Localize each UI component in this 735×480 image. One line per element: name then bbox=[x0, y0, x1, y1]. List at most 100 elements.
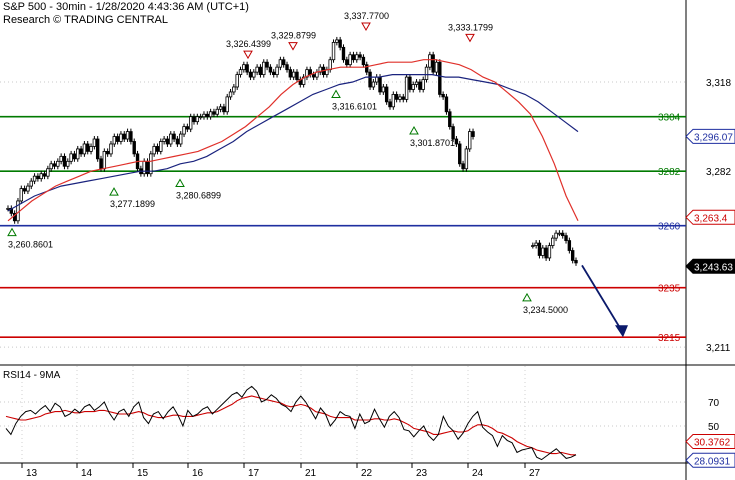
price-bar-body bbox=[66, 160, 70, 167]
price-bar-body bbox=[245, 64, 249, 73]
key-level-label: 3304 bbox=[658, 113, 681, 124]
price-bar-body bbox=[52, 163, 57, 167]
price-bar-body bbox=[29, 180, 33, 187]
price-bar-body bbox=[82, 143, 87, 155]
key-level-label: 3260 bbox=[658, 222, 681, 233]
price-bar-body bbox=[16, 200, 20, 222]
price-bar-body bbox=[551, 237, 555, 246]
price-tag-box bbox=[685, 209, 735, 225]
price-bar-body bbox=[388, 101, 392, 108]
price-bar-body bbox=[169, 133, 173, 145]
price-bar-body bbox=[192, 116, 196, 123]
price-bar-body bbox=[72, 153, 77, 160]
price-bar-body bbox=[345, 59, 349, 66]
pivot-low-label: 3,277.1899 bbox=[110, 199, 155, 209]
price-bar-body bbox=[408, 76, 412, 90]
price-bar-body bbox=[358, 54, 362, 58]
pivot-high-label: 3,333.1799 bbox=[448, 22, 493, 32]
rsi-tick-label: 70 bbox=[708, 398, 720, 409]
price-bar-body bbox=[461, 163, 465, 170]
price-bar-body bbox=[537, 242, 542, 256]
price-bar-body bbox=[448, 111, 452, 128]
price-bar-body bbox=[26, 185, 30, 192]
price-bar-body bbox=[365, 64, 369, 73]
chart-title: S&P 500 - 30min - 1/28/2020 4:43:36 AM (… bbox=[3, 1, 249, 13]
price-bar-body bbox=[574, 260, 578, 264]
price-tag-label: 3,243.63 bbox=[694, 262, 733, 273]
price-bar-body bbox=[411, 84, 415, 90]
price-bar-body bbox=[451, 126, 455, 140]
price-bar-body bbox=[378, 76, 382, 93]
price-bar-body bbox=[288, 69, 293, 78]
time-tick-label: 13 bbox=[26, 468, 38, 479]
price-bar-body bbox=[394, 94, 399, 100]
rsi-title: RSI14 - 9MA bbox=[3, 370, 61, 381]
key-level-label: 3215 bbox=[658, 333, 681, 344]
price-bar-body bbox=[438, 61, 442, 95]
price-bar-body bbox=[318, 66, 322, 73]
price-bar-body bbox=[198, 116, 203, 119]
price-bar-body bbox=[152, 146, 156, 155]
price-bar-body bbox=[301, 76, 306, 85]
price-bar-body bbox=[384, 86, 389, 103]
price-bar-body bbox=[311, 74, 316, 78]
price-bar-body bbox=[547, 245, 552, 259]
price-bar-body bbox=[99, 158, 103, 170]
price-bar-body bbox=[431, 54, 435, 73]
price-bar-body bbox=[391, 94, 396, 108]
price-bar-body bbox=[56, 160, 60, 167]
price-bar-body bbox=[162, 138, 166, 142]
fast-moving-average-line bbox=[7, 59, 579, 222]
price-bar-body bbox=[341, 46, 346, 61]
price-bar-body bbox=[175, 138, 180, 145]
pivot-high-marker bbox=[465, 33, 475, 43]
rsi-value-tag-label: 28.0931 bbox=[694, 456, 731, 467]
price-bar-body bbox=[401, 96, 405, 100]
price-bar-body bbox=[115, 136, 120, 142]
pivot-low-label: 3,234.5000 bbox=[523, 305, 568, 315]
price-bar-body bbox=[368, 71, 372, 88]
price-bar-body bbox=[122, 133, 126, 140]
rsi-value-tag-box bbox=[685, 452, 735, 468]
price-bar-body bbox=[418, 81, 422, 90]
price-bar-body bbox=[142, 160, 146, 175]
price-bar-body bbox=[404, 76, 409, 100]
price-bar-body bbox=[59, 155, 63, 162]
price-bar-body bbox=[444, 96, 449, 113]
price-bar-body bbox=[112, 136, 116, 145]
price-bar-body bbox=[242, 64, 246, 71]
price-bar-body bbox=[179, 133, 183, 145]
pivot-high-label: 3,337.7700 bbox=[344, 11, 389, 21]
price-bar-body bbox=[132, 141, 136, 155]
price-bar-body bbox=[109, 143, 113, 155]
price-tick-label: 3,282 bbox=[706, 167, 731, 178]
price-bar-body bbox=[39, 173, 43, 180]
pivot-high-label: 3,326.4399 bbox=[226, 39, 271, 49]
price-bar-body bbox=[561, 232, 565, 237]
price-bar-body bbox=[464, 148, 469, 170]
price-tick-label: 3,318 bbox=[706, 78, 731, 89]
price-bar-body bbox=[268, 66, 273, 73]
price-bar-body bbox=[355, 54, 359, 61]
price-bar-body bbox=[155, 146, 160, 152]
price-bar-body bbox=[95, 138, 100, 160]
price-bar-body bbox=[531, 245, 535, 247]
price-bar-body bbox=[381, 86, 386, 93]
price-bar-body bbox=[62, 155, 67, 167]
time-tick-label: 22 bbox=[361, 468, 373, 479]
price-bar-body bbox=[202, 113, 206, 118]
rsi-line bbox=[5, 385, 577, 461]
price-bar-body bbox=[255, 66, 259, 73]
price-bar-body bbox=[218, 106, 223, 110]
price-bar-body bbox=[195, 116, 200, 123]
time-tick-label: 24 bbox=[472, 468, 484, 479]
pivot-high-marker bbox=[361, 22, 371, 32]
price-bar-body bbox=[188, 116, 193, 130]
price-bar-body bbox=[295, 71, 299, 80]
price-bar-body bbox=[414, 81, 419, 85]
price-bar-body bbox=[182, 126, 186, 135]
price-bar-body bbox=[172, 133, 176, 140]
price-bar-body bbox=[258, 66, 263, 75]
